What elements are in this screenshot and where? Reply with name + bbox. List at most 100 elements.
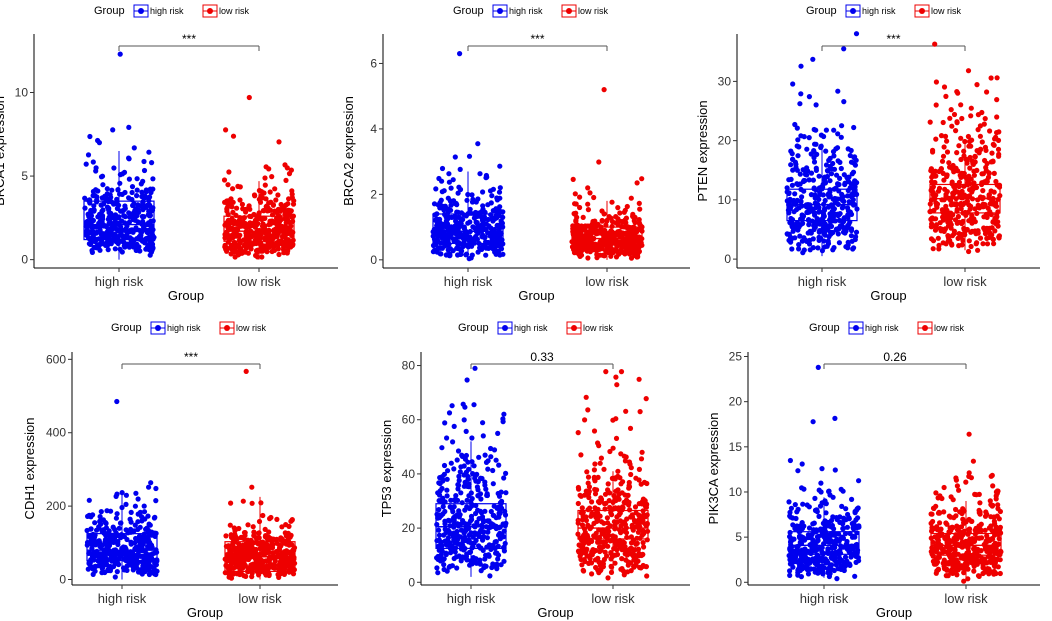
- data-point: [469, 496, 475, 502]
- data-point: [644, 521, 650, 528]
- legend: Group high risk low risk: [453, 4, 609, 18]
- data-point: [121, 213, 127, 219]
- data-point: [237, 197, 243, 203]
- data-point: [992, 521, 998, 527]
- data-point: [91, 207, 97, 213]
- data-point: [446, 171, 452, 177]
- data-point: [253, 252, 259, 259]
- data-point: [994, 488, 1001, 494]
- x-tick-label: low risk: [238, 591, 282, 606]
- data-point: [443, 214, 449, 220]
- data-point: [585, 201, 591, 207]
- data-point: [836, 240, 843, 246]
- legend: Group high risk low risk: [111, 321, 267, 335]
- data-point: [447, 563, 453, 570]
- data-point: [92, 237, 98, 243]
- data-point: [940, 170, 946, 176]
- data-point: [787, 529, 793, 536]
- data-point: [225, 543, 232, 549]
- y-tick-label: 20: [402, 521, 416, 535]
- data-point-max: [457, 51, 463, 57]
- data-point: [256, 187, 262, 194]
- data-point: [255, 216, 261, 222]
- data-point: [608, 253, 614, 259]
- data-point: [448, 202, 454, 208]
- data-point: [597, 252, 603, 258]
- data-point: [274, 216, 280, 222]
- data-point: [285, 245, 291, 251]
- data-point: [980, 171, 987, 177]
- y-tick-label: 15: [729, 440, 743, 454]
- data-point: [988, 75, 994, 81]
- data-point: [624, 247, 630, 253]
- points: [430, 51, 506, 262]
- points: [434, 365, 509, 579]
- data-point: [439, 178, 445, 184]
- data-point: [481, 216, 487, 222]
- legend-title: Group: [94, 5, 125, 17]
- y-tick-label: 0: [735, 575, 742, 589]
- data-point: [502, 523, 508, 529]
- data-point: [966, 143, 972, 149]
- data-point: [580, 516, 586, 522]
- data-point: [126, 124, 132, 130]
- data-point: [480, 433, 486, 439]
- data-point: [475, 487, 481, 493]
- data-point: [475, 225, 481, 231]
- data-point: [958, 206, 964, 212]
- data-point: [840, 526, 846, 532]
- data-point: [634, 180, 640, 186]
- data-point: [290, 571, 297, 577]
- data-point: [572, 191, 578, 197]
- data-point: [263, 533, 269, 539]
- data-point: [621, 499, 627, 505]
- data-point: [963, 538, 969, 544]
- x-tick-label: high risk: [95, 274, 144, 289]
- data-point-max: [117, 51, 123, 57]
- data-point: [251, 192, 258, 198]
- data-point: [962, 138, 968, 145]
- data-point: [622, 217, 628, 223]
- data-point: [133, 535, 139, 542]
- data-point: [605, 575, 611, 581]
- y-tick-label: 600: [46, 352, 66, 366]
- data-point: [108, 241, 114, 247]
- data-point: [269, 174, 275, 180]
- data-point: [135, 496, 141, 502]
- data-point: [460, 401, 466, 407]
- points: [575, 369, 651, 581]
- data-point: [628, 255, 635, 261]
- data-point: [617, 239, 623, 246]
- data-point: [470, 196, 476, 203]
- data-point: [470, 471, 476, 477]
- data-point: [844, 524, 851, 530]
- data-point: [497, 507, 503, 513]
- y-axis-title: CDH1 expression: [22, 418, 37, 520]
- data-point: [237, 223, 243, 229]
- data-point: [615, 205, 621, 211]
- data-point: [928, 168, 934, 174]
- data-point: [636, 217, 642, 223]
- data-point: [254, 247, 261, 253]
- data-point: [933, 102, 939, 108]
- data-point: [577, 253, 583, 259]
- data-point: [820, 571, 826, 577]
- x-tick-label: low risk: [944, 591, 988, 606]
- data-point: [939, 197, 945, 203]
- data-point: [462, 507, 468, 513]
- data-point: [83, 161, 89, 167]
- data-point: [232, 531, 238, 538]
- data-point: [148, 249, 154, 255]
- data-point: [961, 170, 967, 177]
- data-point: [501, 475, 507, 481]
- data-point: [91, 537, 97, 543]
- data-point: [608, 550, 614, 556]
- data-point: [230, 241, 237, 247]
- data-point: [792, 502, 798, 508]
- data-point: [791, 209, 797, 215]
- data-point: [262, 182, 268, 188]
- data-point: [463, 428, 469, 434]
- data-point: [439, 485, 445, 492]
- data-point: [90, 571, 96, 578]
